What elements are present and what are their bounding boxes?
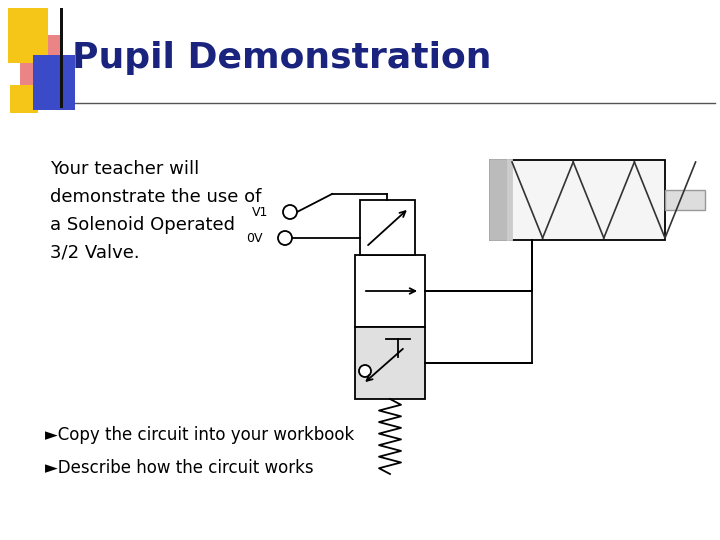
Text: 0V: 0V bbox=[246, 232, 263, 245]
Text: V1: V1 bbox=[251, 206, 268, 219]
Circle shape bbox=[283, 205, 297, 219]
Bar bbox=[8, 8, 48, 63]
Bar bbox=[10, 85, 38, 113]
Bar bbox=[33, 55, 75, 110]
Circle shape bbox=[278, 231, 292, 245]
Bar bbox=[490, 160, 665, 240]
Bar bbox=[360, 200, 415, 255]
Text: Pupil Demonstration: Pupil Demonstration bbox=[72, 41, 492, 75]
Text: ►Copy the circuit into your workbook: ►Copy the circuit into your workbook bbox=[45, 426, 354, 444]
Bar bbox=[508, 160, 512, 240]
Bar bbox=[355, 327, 425, 399]
Bar bbox=[20, 35, 62, 87]
Bar bbox=[665, 190, 705, 210]
Text: ►Describe how the circuit works: ►Describe how the circuit works bbox=[45, 459, 314, 477]
Bar bbox=[60, 8, 63, 108]
Text: Your teacher will
demonstrate the use of
a Solenoid Operated
3/2 Valve.: Your teacher will demonstrate the use of… bbox=[50, 160, 261, 261]
Bar bbox=[355, 255, 425, 327]
Bar bbox=[490, 160, 508, 240]
Circle shape bbox=[359, 365, 371, 377]
